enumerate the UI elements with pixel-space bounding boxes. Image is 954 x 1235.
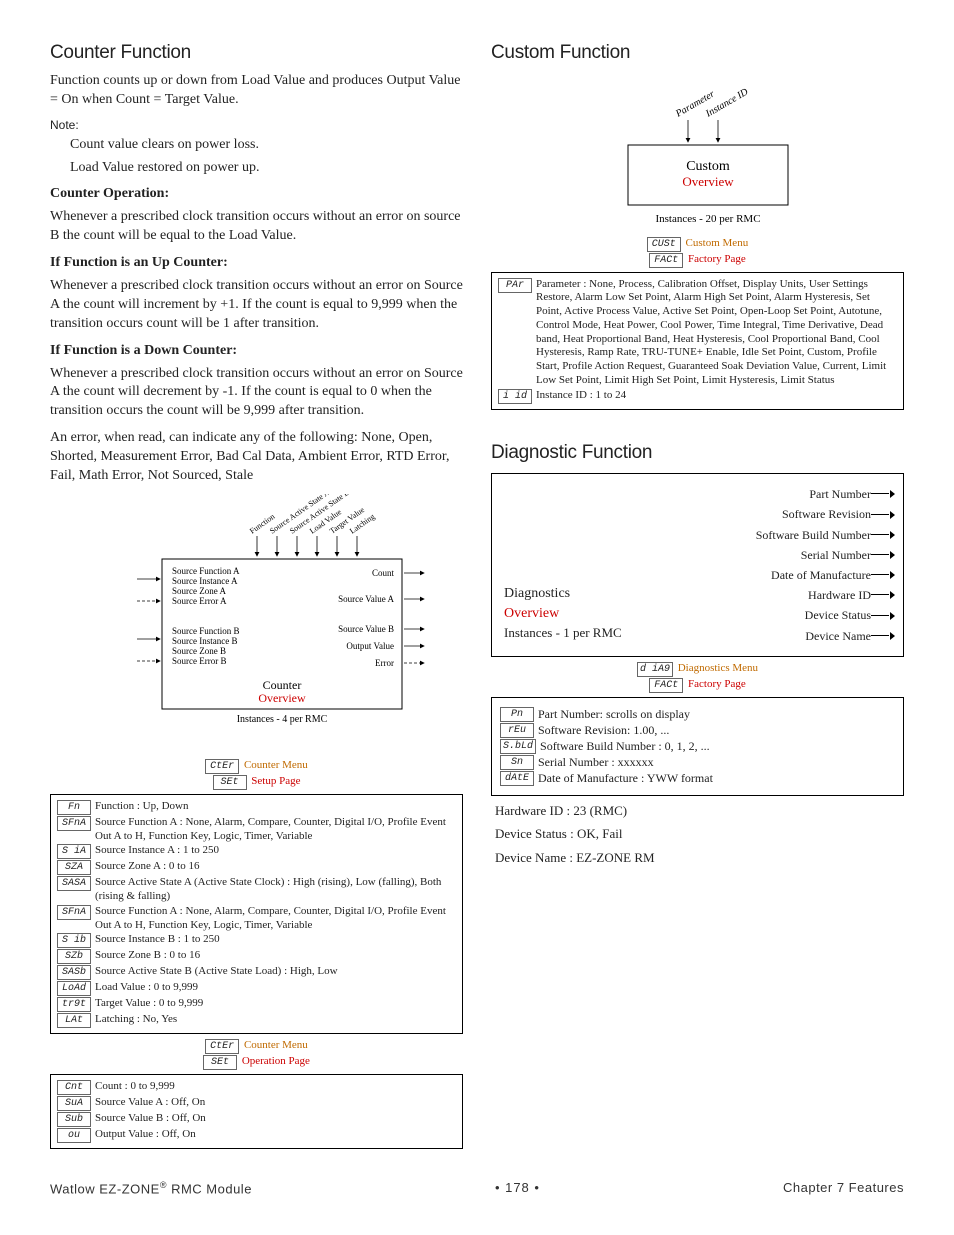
diag-menu: d iA9 Diagnostics Menu FACt Factory Page: [491, 661, 904, 693]
note-label: Note:: [50, 117, 463, 133]
up-body: Whenever a prescribed clock transition o…: [50, 277, 463, 334]
up-head: If Function is an Up Counter:: [50, 254, 463, 273]
op-head: Counter Operation:: [50, 185, 463, 204]
svg-text:Counter: Counter: [262, 678, 301, 692]
counter-op-params: CntCount : 0 to 9,999SuASource Value A :…: [50, 1074, 463, 1149]
dn-head: If Function is a Down Counter:: [50, 342, 463, 361]
counter-menu-2: CtEr Counter Menu SEt Operation Page: [50, 1038, 463, 1070]
note-2: Load Value restored on power up.: [70, 159, 463, 178]
custom-title: Custom Function: [491, 40, 904, 66]
diag-diagram: Diagnostics Overview Instances - 1 per R…: [491, 473, 904, 657]
svg-text:Source Function A: Source Function A: [172, 566, 240, 576]
svg-text:Source Function B: Source Function B: [172, 626, 240, 636]
counter-title: Counter Function: [50, 40, 463, 66]
svg-text:Source Error A: Source Error A: [172, 596, 227, 606]
svg-text:Source Zone B: Source Zone B: [172, 646, 226, 656]
svg-text:Source Instance B: Source Instance B: [172, 636, 237, 646]
svg-text:Instances - 20 per RMC: Instances - 20 per RMC: [655, 213, 760, 225]
counter-intro: Function counts up or down from Load Val…: [50, 72, 463, 110]
svg-text:Error: Error: [375, 658, 394, 668]
counter-menu-1: CtEr Counter Menu SEt Setup Page: [50, 758, 463, 790]
diag-extra: Hardware ID : 23 (RMC)Device Status : OK…: [491, 802, 904, 867]
svg-text:Output Value: Output Value: [346, 641, 394, 651]
svg-text:Custom: Custom: [686, 159, 730, 174]
diag-params: PnPart Number: scrolls on displayrEuSoft…: [491, 697, 904, 796]
svg-text:Overview: Overview: [682, 174, 734, 189]
svg-text:Source Instance A: Source Instance A: [172, 576, 238, 586]
op-body: Whenever a prescribed clock transition o…: [50, 208, 463, 246]
left-column: Counter Function Function counts up or d…: [50, 40, 463, 1149]
svg-text:Source Error B: Source Error B: [172, 656, 226, 666]
svg-text:Overview: Overview: [258, 691, 306, 705]
diag-title: Diagnostic Function: [491, 440, 904, 466]
custom-diagram: Parameter Instance ID Custom Overview In…: [548, 72, 848, 232]
page-footer: Watlow EZ-ZONE® RMC Module • 178 • Chapt…: [50, 1179, 904, 1198]
svg-text:Source Value A: Source Value A: [338, 594, 394, 604]
dn-body: Whenever a prescribed clock transition o…: [50, 365, 463, 422]
svg-text:Source Value B: Source Value B: [338, 624, 394, 634]
svg-text:Source Zone A: Source Zone A: [172, 586, 226, 596]
right-column: Custom Function Parameter Instance ID Cu…: [491, 40, 904, 1149]
counter-setup-params: FnFunction : Up, DownSFnASource Function…: [50, 794, 463, 1035]
err-body: An error, when read, can indicate any of…: [50, 429, 463, 486]
custom-menu: CUSt Custom Menu FACt Factory Page: [491, 236, 904, 268]
custom-params: PAr Parameter : None, Process, Calibrati…: [491, 272, 904, 410]
svg-text:Count: Count: [371, 568, 394, 578]
note-1: Count value clears on power loss.: [70, 136, 463, 155]
counter-diagram: Function Source Active State A Source Ac…: [72, 494, 442, 754]
svg-text:Instances - 4 per RMC: Instances - 4 per RMC: [236, 714, 327, 725]
